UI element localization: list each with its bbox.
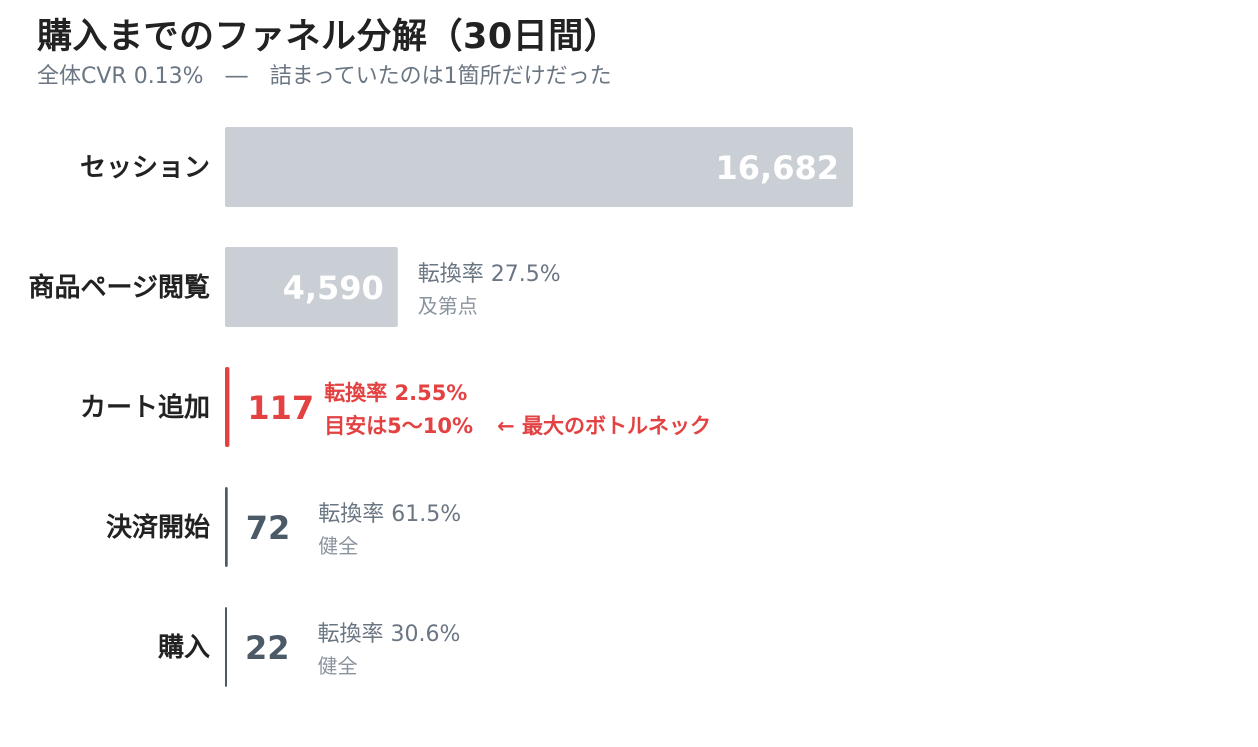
category-label: 決済開始	[106, 512, 210, 543]
status-note: 健全	[318, 534, 358, 558]
conversion-rate: 転換率 61.5%	[318, 502, 461, 527]
value-label: 72	[246, 509, 291, 547]
value-label: 4,590	[283, 269, 384, 307]
category-label: カート追加	[80, 392, 210, 423]
funnel-bar	[225, 607, 227, 687]
category-label: 商品ページ閲覧	[29, 272, 210, 303]
category-label: セッション	[80, 153, 210, 183]
status-note: 及第点	[418, 294, 478, 318]
value-label: 16,682	[716, 149, 839, 187]
benchmark-note: 目安は5〜10%	[324, 414, 473, 438]
conversion-rate: 転換率 2.55%	[324, 381, 467, 405]
value-label: 22	[245, 629, 290, 667]
funnel-bar	[225, 127, 853, 207]
funnel-bar	[225, 487, 228, 567]
funnel-bar	[225, 247, 398, 327]
status-note: 健全	[318, 654, 358, 678]
category-label: 購入	[158, 633, 210, 663]
value-label: 117	[247, 389, 314, 427]
conversion-rate: 転換率 30.6%	[318, 622, 461, 647]
funnel-bar	[225, 367, 230, 447]
conversion-rate: 転換率 27.5%	[418, 262, 561, 287]
chart-title: 購入までのファネル分解（30日間）	[37, 17, 620, 57]
chart-subtitle: 全体CVR 0.13% ― 詰まっていたのは1箇所だけだった	[37, 64, 612, 89]
bottleneck-callout: ← 最大のボトルネック	[497, 414, 711, 438]
